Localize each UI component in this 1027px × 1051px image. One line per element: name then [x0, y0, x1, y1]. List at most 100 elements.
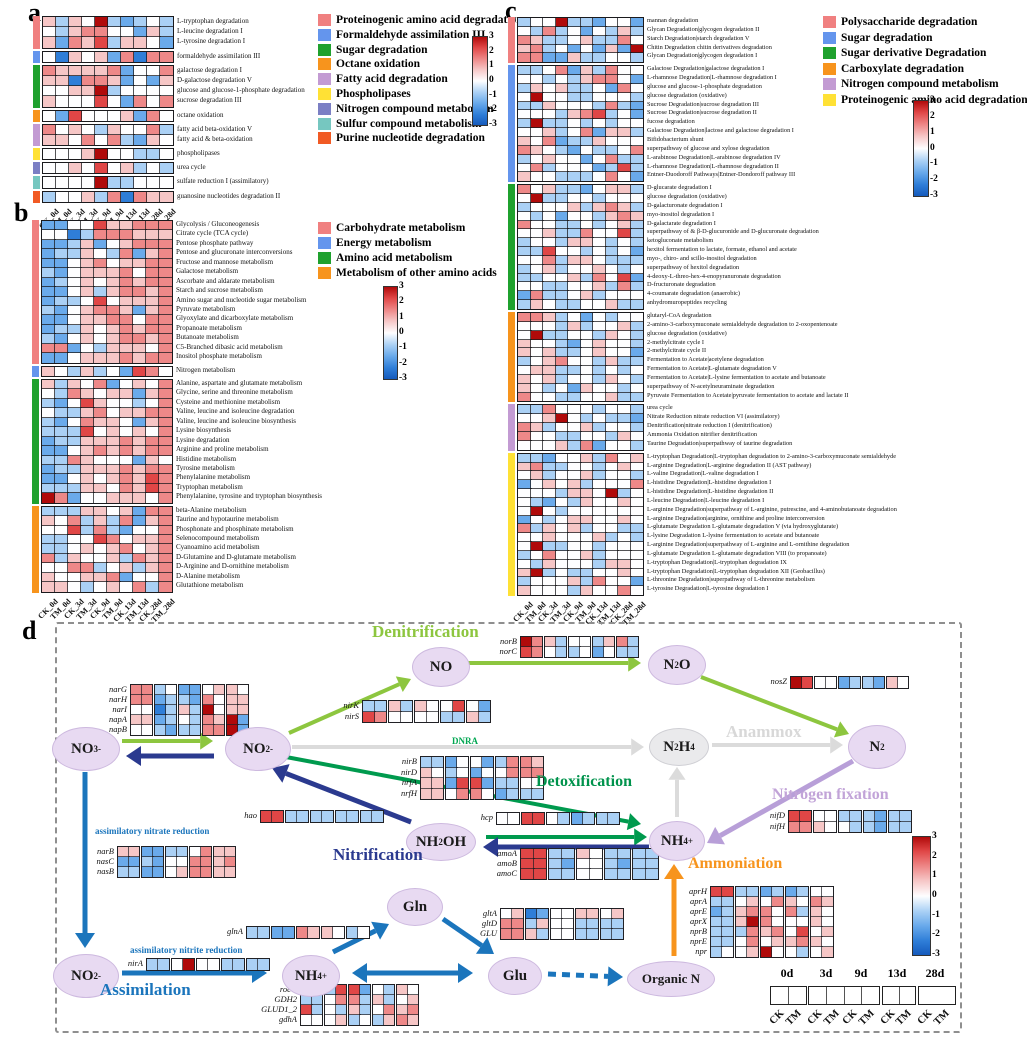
- heatmap-cell: [146, 134, 161, 146]
- arrowhead: [830, 736, 843, 754]
- heatmap-cell: [886, 676, 898, 689]
- heatmap-grid: [42, 190, 174, 203]
- gene-label: amoC: [496, 868, 517, 878]
- heatmap-cell: [530, 330, 544, 341]
- heatmap-cell: [456, 777, 469, 789]
- heatmap-cell: [542, 136, 556, 147]
- heatmap-cell: [735, 916, 748, 928]
- heatmap-cell: [67, 572, 82, 583]
- heatmap-cell: [106, 492, 121, 504]
- heatmap-cell: [645, 858, 659, 870]
- row-label: formaldehyde assimilation III: [177, 51, 261, 60]
- heatmap-cell: [178, 684, 190, 696]
- heatmap-group: glutaryl-CoA degradation 2-amino-3-carbox…: [508, 312, 897, 403]
- row-label: L-tyrosine degradation I: [177, 37, 246, 46]
- heatmap-cell: [600, 918, 613, 930]
- heatmap-group: urea cycle Nitrate Reduction nitrate redu…: [508, 404, 897, 451]
- heatmap-cell: [630, 202, 644, 213]
- heatmap-cell: [542, 339, 556, 349]
- heatmap-cell: [542, 312, 556, 323]
- row-label: Cysteine and methionine metabolism: [176, 397, 281, 406]
- heatmap-cell: [735, 936, 748, 948]
- heatmap-cell: [54, 220, 69, 231]
- heatmap-cell: [605, 211, 619, 222]
- row-label: Glycolysis / Gluconeogenesis: [176, 220, 260, 228]
- heatmap-cell: [81, 95, 96, 108]
- heatmap-cell: [568, 646, 580, 658]
- heatmap-cell: [530, 154, 544, 164]
- heatmap-cell: [41, 333, 56, 345]
- heatmap-cell: [542, 506, 556, 517]
- heatmap-cell: [788, 810, 801, 822]
- heatmap-cell: [348, 994, 360, 1006]
- node-text: -: [98, 744, 101, 754]
- heatmap-cell: [383, 984, 395, 996]
- row-label-column: Nitrogen metabolism: [176, 366, 235, 377]
- heatmap-cell: [617, 321, 631, 332]
- heatmap-cell: [42, 148, 57, 160]
- category-strip: [32, 220, 39, 364]
- heatmap-cell: [605, 290, 619, 301]
- heatmap-cell: [154, 724, 166, 736]
- node-text: Gln: [402, 898, 428, 915]
- node-text: Organic N: [641, 971, 701, 986]
- node-text: NH: [660, 832, 684, 849]
- heatmap-cell: [611, 908, 624, 920]
- node-text: N: [663, 656, 675, 673]
- heatmap-cell: [41, 324, 56, 335]
- gene-pair-group: [362, 700, 387, 723]
- day-label: 13d: [887, 966, 907, 980]
- category-strip: [32, 365, 39, 377]
- heatmap-cell: [159, 95, 174, 108]
- heatmap-cell: [67, 492, 82, 504]
- heatmap-cell: [159, 148, 174, 160]
- heatmap-cell: [567, 383, 581, 394]
- heatmap-cell: [542, 470, 556, 481]
- heatmap-cell: [542, 488, 556, 499]
- heatmap-cell: [158, 333, 173, 345]
- heatmap-cell: [178, 724, 190, 736]
- heatmap-cell: [80, 525, 95, 536]
- heatmap-cell: [119, 305, 134, 316]
- heatmap-cell: [93, 417, 108, 428]
- heatmap-cell: [106, 248, 121, 260]
- heatmap-cell: [517, 299, 531, 310]
- heatmap-cell: [517, 356, 531, 367]
- gene-pair-group: [196, 958, 220, 971]
- heatmap-cell: [542, 74, 556, 85]
- colorbar-tick: 0: [399, 327, 404, 337]
- heatmap-cell: [226, 704, 238, 716]
- heatmap-cell: [94, 26, 109, 38]
- arrow-n2-to-nh4-fixation: [718, 758, 855, 838]
- heatmap-cell: [567, 497, 581, 508]
- legend-label: Energy metabolism: [336, 237, 432, 249]
- heatmap-cell: [567, 193, 581, 204]
- heatmap-cell: [592, 246, 606, 257]
- row-label: D-fructuronate degradation: [647, 281, 716, 289]
- heatmap-cell: [592, 470, 606, 481]
- category-strip: [508, 452, 515, 597]
- heatmap-cell: [605, 440, 619, 451]
- panel-a-colorbar: [472, 36, 488, 126]
- heatmap-cell: [580, 356, 594, 367]
- heatmap-cell: [790, 676, 802, 689]
- heatmap-cell: [627, 636, 639, 648]
- heatmap-cell: [555, 109, 569, 120]
- heatmap-cell: [67, 506, 82, 517]
- heatmap-cell: [592, 422, 606, 433]
- heatmap-cell: [81, 26, 96, 38]
- heatmap-cell: [120, 36, 135, 49]
- gene-label: glnA: [226, 926, 243, 936]
- heatmap-cell: [42, 26, 57, 38]
- heatmap-cell: [117, 856, 129, 868]
- legend-label: Sulfur compound metabolism: [336, 117, 482, 130]
- heatmap-cell: [132, 343, 147, 354]
- heatmap-cell: [41, 464, 56, 475]
- legend-swatch: [318, 222, 331, 234]
- heatmap-cell: [41, 553, 56, 564]
- heatmap-cell: [41, 379, 56, 390]
- heatmap-cell: [555, 462, 569, 472]
- heatmap-cell: [525, 918, 538, 930]
- heatmap-cell: [456, 756, 469, 768]
